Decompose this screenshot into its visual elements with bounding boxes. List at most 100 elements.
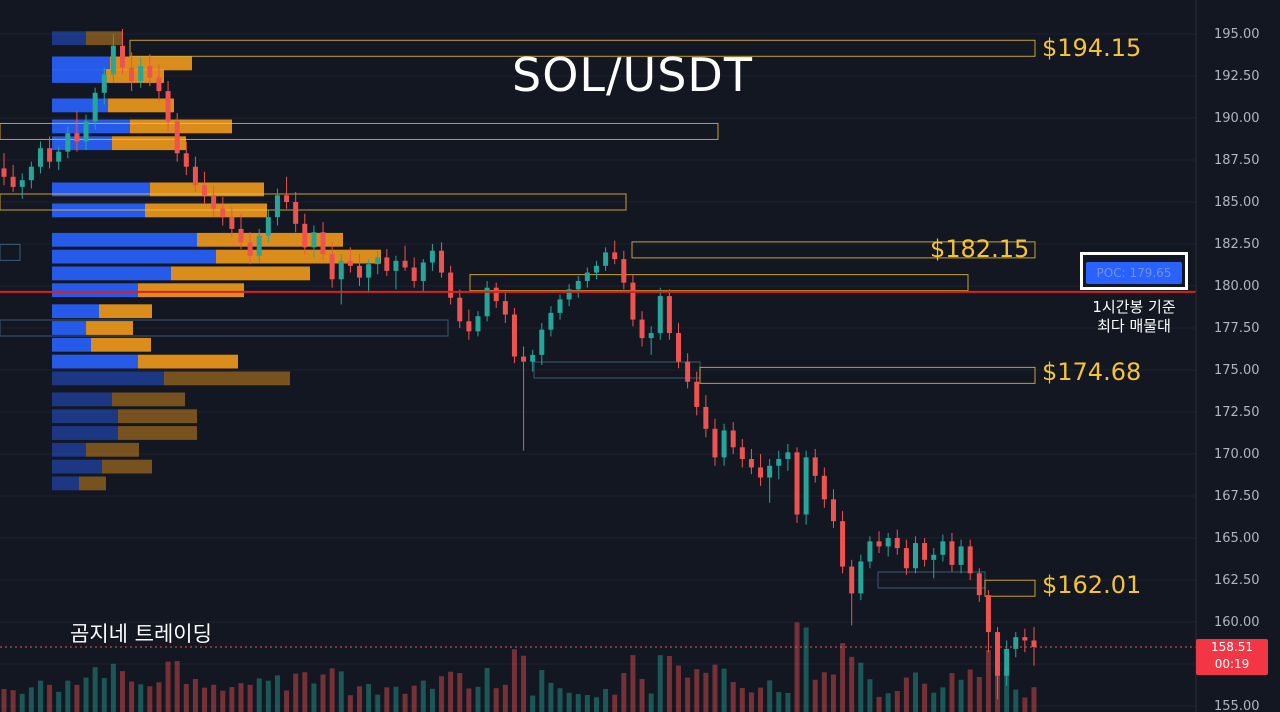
volume-bar [311,683,317,712]
candle-body [37,148,43,167]
level-zone [699,366,1036,384]
volume-profile-sell-bar [110,56,192,71]
candle-body [320,232,326,255]
volume-bar [730,682,736,712]
candle-body [147,65,153,78]
volume-bar [885,693,891,712]
volume-bar [502,684,508,712]
candle-body [712,428,718,458]
candle-body [593,265,599,273]
volume-bar [356,686,362,712]
volume-bar [101,678,107,712]
volume-profile-sell-bar [108,98,174,113]
reference-lines [0,290,1196,648]
volume-bar [931,692,937,712]
candle-body [56,151,62,162]
candle-body [821,475,827,500]
volume-bar [274,675,280,712]
price-tick-label: 195.00 [1214,27,1260,42]
candle-body [119,45,125,68]
volume-profile-sell-bar [138,283,244,298]
volume-bar [758,687,764,712]
candle-body [830,499,836,522]
volume-bar [694,669,700,712]
candle-body [10,176,16,187]
volume-bar [202,687,208,712]
candle-body [903,548,909,569]
volume-bar [949,673,955,712]
volume-profile-sell-bar [79,476,106,491]
candle-body [457,297,463,322]
candle-body [384,257,390,271]
volume-profile-sell-bar [102,459,152,474]
volume-bar [530,695,536,712]
volume-bar [612,694,618,712]
volume-bar [247,684,253,712]
volume-bar [858,662,864,712]
volume-bar [174,661,180,712]
candle-body [183,153,189,167]
candle-body [265,217,271,236]
candle-body [420,262,426,281]
level-zone [0,122,719,140]
candle-body [812,457,818,476]
volume-bar [1031,687,1037,712]
volume-bar [739,687,745,712]
price-tick-label: 170.00 [1214,447,1260,462]
candle-body [1031,640,1037,648]
volume-bar [293,673,299,712]
candle-body [785,452,791,460]
candle-body [302,223,308,248]
volume-bar [229,687,235,712]
candle-body [129,67,135,82]
level-label-174: $174.68 [1042,358,1142,386]
candle-body [776,459,782,466]
price-tick-label: 165.00 [1214,531,1260,546]
volume-profile-buy-bar [52,283,138,298]
candle-body [1013,637,1019,649]
volume-bar [10,690,16,712]
volume-bar [493,688,499,712]
candle-body [676,333,682,362]
volume-profile-buy-bar [52,371,164,386]
price-tick-label: 172.50 [1214,405,1260,420]
volume-bar [821,672,827,712]
candle-body [949,541,955,565]
volume-bar [812,679,818,712]
volume-bar [712,664,718,712]
volume-bar [220,690,226,712]
price-axis[interactable]: 195.00 192.50 190.00 187.50 185.00 182.50 180.… [1195,0,1260,712]
volume-bars [1,622,1037,712]
candle-body [65,133,71,152]
candle-body [1,168,7,177]
volume-bar [521,655,527,712]
price-tick-label: 190.00 [1214,111,1260,126]
volume-bar [110,663,116,712]
level-label-162: $162.01 [1042,571,1142,599]
candle-body [703,406,709,429]
volume-bar [767,680,773,712]
level-zone [0,243,21,261]
volume-bar [575,694,581,712]
volume-bar [584,694,590,712]
candle-body [958,546,964,565]
volume-profile-sell-bar [118,426,197,440]
price-tick-label: 167.50 [1214,489,1260,504]
volume-profile-buy-bar [52,249,216,264]
volume-bar [548,682,554,712]
price-tick-label: 177.50 [1214,321,1260,336]
volume-bar [256,678,262,712]
volume-bar [47,684,53,712]
volume-profile-buy-bar [52,69,106,83]
volume-bar [603,689,609,712]
candle-body [284,195,290,202]
current-price-tag: 158.51 00:19 [1196,639,1268,675]
volume-profile-buy-bar [52,354,138,369]
price-tick-label: 175.00 [1214,363,1260,378]
candle-body [976,573,982,596]
volume-bar [621,673,627,712]
candle-body [931,554,937,560]
candle-body [685,361,691,382]
volume-profile-buy-bar [52,232,197,247]
